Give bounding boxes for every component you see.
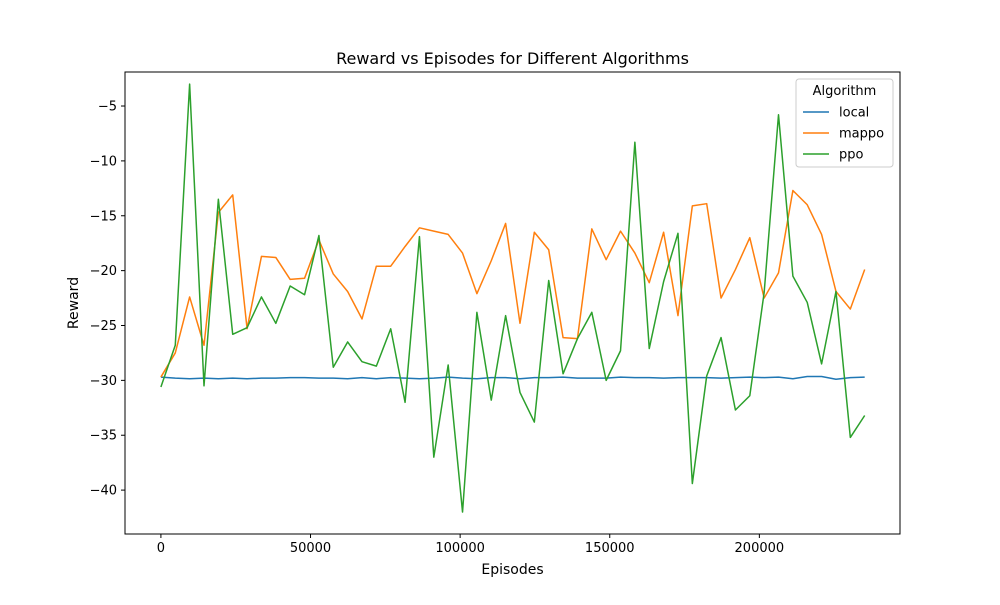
series-line-mappo	[160, 189, 866, 378]
x-tick-label: 150000	[585, 541, 635, 556]
legend-title: Algorithm	[813, 84, 877, 99]
series-line-local	[160, 375, 865, 381]
y-tick-label: −40	[90, 484, 117, 499]
y-axis-label: Reward	[66, 277, 82, 329]
series-line-ppo	[160, 83, 866, 513]
y-tick-label: −25	[90, 319, 117, 334]
plot-frame	[124, 71, 901, 535]
y-tick-label: −35	[90, 429, 117, 444]
y-axis: −40 −35 −30 −25 −20 −15 −10 −5	[90, 100, 125, 499]
legend-label-ppo: ppo	[839, 148, 864, 163]
y-tick-label: −10	[90, 154, 117, 169]
legend-label-mappo: mappo	[839, 127, 884, 142]
legend-label-local: local	[839, 106, 869, 121]
y-tick-label: −20	[90, 264, 117, 279]
x-tick-label: 200000	[735, 541, 785, 556]
chart-title: Reward vs Episodes for Different Algorit…	[336, 49, 689, 68]
plot-area	[160, 83, 866, 513]
y-tick-label: −5	[98, 100, 117, 115]
x-tick-label: 0	[157, 541, 165, 556]
y-tick-label: −15	[90, 209, 117, 224]
y-tick-label: −30	[90, 374, 117, 389]
legend-box	[795, 78, 894, 168]
legend: Algorithm local mappo ppo	[795, 78, 894, 168]
x-tick-label: 100000	[435, 541, 485, 556]
x-axis-label: Episodes	[481, 562, 543, 578]
x-tick-label: 50000	[290, 541, 331, 556]
x-axis: 0 50000 100000 150000 200000	[157, 534, 784, 556]
